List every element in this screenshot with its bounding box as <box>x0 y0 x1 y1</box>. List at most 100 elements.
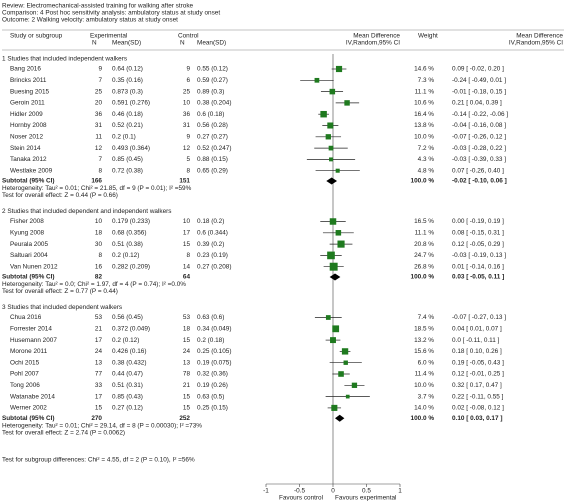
e-mean: 0.27 (0.12) <box>112 405 143 412</box>
e-mean: 0.38 (0.432) <box>112 359 146 366</box>
weight: 10.0 % <box>414 133 434 140</box>
ci-label: 0.22 [ -0.11, 0.55 ] <box>452 393 504 400</box>
c-mean: 0.25 (0.105) <box>197 348 231 355</box>
c-mean: 0.23 (0.19) <box>197 252 228 259</box>
c-n: 8 <box>186 252 190 259</box>
c-mean: 0.19 (0.075) <box>197 359 231 366</box>
ci-label: 0.12 [ -0.05, 0.29 ] <box>452 241 504 248</box>
effect-square <box>335 230 342 236</box>
weight: 7.2 % <box>418 145 435 152</box>
e-mean: 0.2 (0.12) <box>112 337 139 344</box>
weight: 16.5 % <box>414 218 434 225</box>
e-n: 13 <box>95 359 103 366</box>
c-n: 9 <box>186 66 190 73</box>
effect-square <box>329 262 338 271</box>
study: Hornby 2008 <box>10 122 47 129</box>
weight: 11.1 % <box>415 229 435 236</box>
weight: 13.2 % <box>414 337 434 344</box>
subtotal-diamond <box>335 414 345 422</box>
ci-label: 0.01 [ -0.14, 0.16 ] <box>452 263 504 270</box>
e-n: 10 <box>95 218 103 225</box>
heterogeneity: Heterogeneity: Tau² = 0.01; Chi² = 29.14… <box>2 422 202 429</box>
subtotal-diamond <box>329 273 341 281</box>
c-n: 15 <box>183 405 191 412</box>
weight: 14.0 % <box>414 405 434 412</box>
effect-square <box>330 337 336 344</box>
overall-effect: Test for overall effect: Z = 2.74 (P = 0… <box>2 429 125 436</box>
e-n: 21 <box>95 325 103 332</box>
c-mean: 0.88 (0.15) <box>197 156 228 163</box>
c-n: 9 <box>186 133 190 140</box>
weight: 16.4 % <box>414 111 434 118</box>
study: Noser 2012 <box>10 133 43 140</box>
e-n: 9 <box>98 66 102 73</box>
c-n: 64 <box>183 274 191 281</box>
c-mean: 0.39 (0.2) <box>197 241 224 248</box>
e-mean: 0.873 (0.3) <box>112 88 143 95</box>
weight: 3.7 % <box>418 393 435 400</box>
c-n: 13 <box>183 359 191 366</box>
c-n: 6 <box>186 77 190 84</box>
e-mean: 0.68 (0.356) <box>112 229 146 236</box>
c-n: 10 <box>183 218 191 225</box>
subgroup-test: Test for subgroup differences: Chi² = 4.… <box>2 457 195 464</box>
study: Tanaka 2012 <box>10 156 47 163</box>
c-mean: 0.27 (0.208) <box>197 263 231 270</box>
e-n: 77 <box>95 371 103 378</box>
c-mean: 0.38 (0.204) <box>197 100 231 107</box>
effect-square <box>335 65 343 73</box>
col-head: N <box>180 40 185 47</box>
col-head: Mean Difference <box>516 33 563 40</box>
effect-square <box>329 88 336 95</box>
weight: 24.7 % <box>414 252 434 259</box>
overall-effect: Test for overall effect: Z = 0.77 (P = 0… <box>2 288 118 295</box>
e-n: 30 <box>95 241 103 248</box>
effect-square <box>335 168 340 173</box>
effect-square <box>327 251 335 260</box>
col-head: IV,Random,95% CI <box>346 40 400 47</box>
weight: 100.0 % <box>411 178 435 185</box>
e-n: 7 <box>98 77 102 84</box>
ci-label: 0.21 [ 0.04, 0.39 ] <box>452 100 502 107</box>
e-mean: 0.44 (0.47) <box>112 371 143 378</box>
c-n: 17 <box>183 229 191 236</box>
weight: 7.4 % <box>418 314 435 321</box>
e-mean: 0.51 (0.31) <box>112 382 143 389</box>
x-tick-label: 0.5 <box>362 488 371 495</box>
ci-label: 0.10 [ 0.03, 0.17 ] <box>452 415 502 422</box>
col-head: Experimental <box>90 33 127 40</box>
col-head: Study or subgroup <box>10 33 63 40</box>
x-tick-label: 1 <box>398 488 402 495</box>
weight: 10.0 % <box>414 382 434 389</box>
c-n: 31 <box>183 122 191 129</box>
group-title: 1 Studies that included independent walk… <box>2 56 127 63</box>
subtotal-diamond <box>326 177 338 185</box>
study: Chua 2016 <box>10 314 42 321</box>
c-mean: 0.6 (0.344) <box>197 229 228 236</box>
c-mean: 0.55 (0.12) <box>197 66 228 73</box>
c-mean: 0.27 (0.27) <box>197 133 228 140</box>
study: Watanabe 2014 <box>10 393 55 400</box>
effect-square <box>331 404 338 411</box>
e-n: 16 <box>95 263 103 270</box>
ci-label: 0.32 [ 0.17, 0.47 ] <box>452 382 502 389</box>
ci-label: -0.02 [ -0.10, 0.06 ] <box>452 178 507 185</box>
study: Stein 2014 <box>10 145 41 152</box>
ci-label: -0.07 [ -0.27, 0.13 ] <box>452 314 506 321</box>
effect-square <box>344 100 350 106</box>
subtotal-label: Subtotal (95% CI) <box>2 274 55 281</box>
e-n: 20 <box>95 100 103 107</box>
ci-label: 0.09 [ -0.02, 0.20 ] <box>452 66 504 73</box>
study: Saltuari 2004 <box>10 252 48 259</box>
ci-label: 0.00 [ -0.19, 0.19 ] <box>452 218 504 225</box>
e-n: 25 <box>95 88 103 95</box>
e-mean: 0.56 (0.45) <box>112 314 143 321</box>
c-n: 12 <box>183 145 191 152</box>
ci-label: -0.07 [ -0.26, 0.12 ] <box>452 133 506 140</box>
e-n: 7 <box>98 156 102 163</box>
group-title: 3 Studies that included dependent walker… <box>2 304 122 311</box>
subtotal-label: Subtotal (95% CI) <box>2 415 55 422</box>
c-mean: 0.19 (0.26) <box>197 382 228 389</box>
e-mean: 0.85 (0.45) <box>112 156 143 163</box>
weight: 11.4 % <box>415 371 435 378</box>
